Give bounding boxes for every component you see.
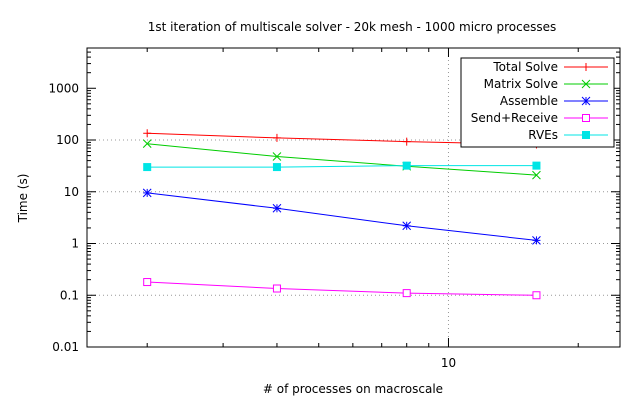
data-point-total-solve — [402, 137, 411, 146]
data-point-assemble — [142, 188, 152, 198]
legend-marker-assemble — [581, 96, 591, 106]
legend-marker-matrix-solve — [581, 79, 591, 89]
series-layer — [142, 129, 541, 300]
data-point-send-receive — [532, 291, 541, 300]
legend-marker-rves — [582, 131, 590, 139]
axis-ticks: 1000 100 10 1 0.1 0.01 10 — [48, 47, 620, 370]
y-tick-label: 10 — [64, 185, 79, 199]
legend-marker-total-solve — [582, 63, 590, 71]
y-tick-label: 0.1 — [60, 288, 79, 302]
data-point-rves — [402, 161, 411, 170]
legend-label-total-solve: Total Solve — [492, 60, 558, 74]
y-tick-label: 100 — [56, 133, 79, 147]
x-tick-label: 10 — [441, 356, 456, 370]
legend-marker-send-receive — [582, 114, 590, 122]
data-point-assemble — [532, 236, 541, 245]
x-axis-label: # of processes on macroscale — [263, 382, 443, 396]
y-tick-label: 1 — [71, 237, 79, 251]
legend-label-rves: RVEs — [528, 128, 558, 142]
legend-label-matrix-solve: Matrix Solve — [484, 77, 558, 91]
data-point-send-receive — [272, 284, 281, 293]
data-point-matrix-solve — [272, 152, 282, 161]
y-tick-label: 1000 — [48, 81, 79, 95]
chart-title: 1st iteration of multiscale solver - 20k… — [148, 20, 556, 34]
data-point-rves — [272, 163, 281, 172]
y-tick-label: 0.01 — [52, 340, 79, 354]
data-point-assemble — [272, 203, 282, 213]
data-point-total-solve — [272, 133, 281, 142]
plot-frame — [86, 47, 621, 348]
data-point-matrix-solve — [532, 170, 541, 180]
data-point-assemble — [402, 221, 412, 231]
series-line-assemble — [147, 192, 537, 241]
y-axis-label: Time (s) — [16, 174, 30, 224]
data-point-rves — [532, 161, 541, 170]
series-line-rves — [147, 165, 537, 168]
data-point-total-solve — [143, 129, 152, 138]
legend-label-assemble: Assemble — [500, 94, 558, 108]
series-line-matrix-solve — [147, 143, 537, 176]
legend: Total Solve Matrix Solve Assemble Send+Rece… — [460, 57, 615, 148]
series-line-send-receive — [147, 281, 537, 296]
data-point-matrix-solve — [142, 139, 152, 149]
legend-label-send-receive: Send+Receive — [471, 111, 558, 125]
data-point-send-receive — [143, 278, 152, 287]
data-point-rves — [143, 163, 152, 172]
data-point-send-receive — [402, 289, 411, 298]
